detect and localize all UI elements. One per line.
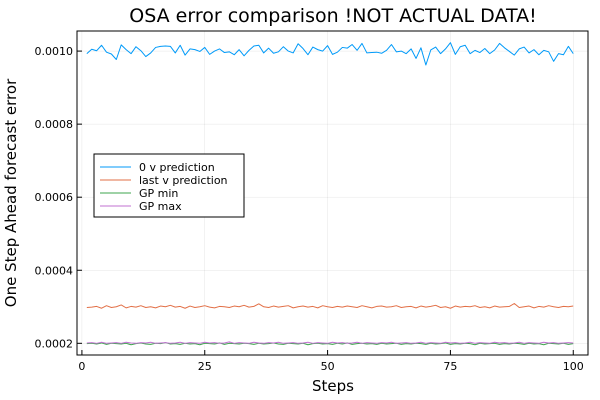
axis-ticks: 0 25 50 75 100 0.0002 0.0004 0.0006 0.0008 0.0010 [35,45,584,373]
series-lines [86,42,574,346]
x-tick-label: 0 [78,360,85,373]
series-line-last-v-prediction [86,303,574,309]
x-tick-label: 75 [443,360,457,373]
x-tick-label: 100 [563,360,584,373]
x-tick-label: 25 [198,360,212,373]
y-tick-label: 0.0004 [35,264,74,277]
series-line-gp-max [86,341,574,344]
y-tick-label: 0.0008 [35,118,74,131]
legend-label: GP max [139,200,182,213]
y-tick-label: 0.0006 [35,191,74,204]
y-tick-label: 0.0010 [35,45,74,58]
legend-box [93,153,245,218]
series-line-0-v-prediction [86,42,574,66]
x-tick-label: 50 [321,360,335,373]
y-tick-label: 0.0002 [35,337,74,350]
legend-label: last v prediction [139,174,228,187]
plot-frame [76,30,589,356]
legend-label: 0 v prediction [139,161,215,174]
x-axis-label: Steps [312,377,354,395]
y-axis-label: One Step Ahead forecast error [2,78,20,307]
legend-label: GP min [139,187,178,200]
chart-title: OSA error comparison !NOT ACTUAL DATA! [129,5,536,27]
